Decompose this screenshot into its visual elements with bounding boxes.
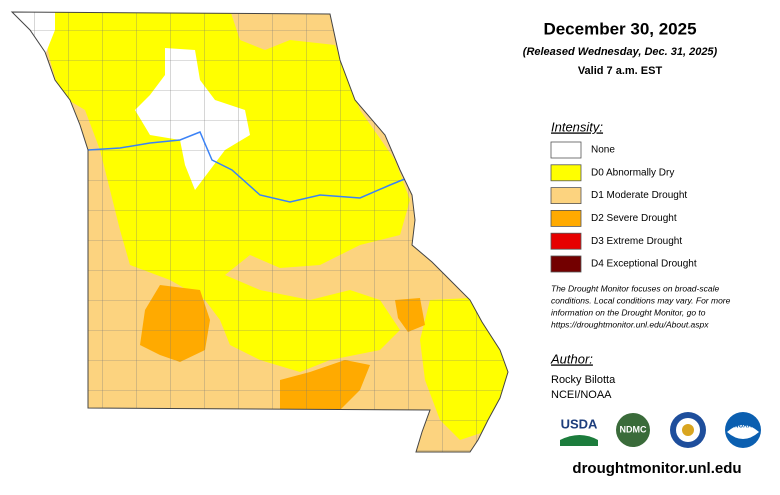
released: (Released Wednesday, Dec. 31, 2025): [523, 46, 718, 58]
note: The Drought Monitor focuses on broad-sca…: [551, 283, 731, 329]
author-org: NCEI/NOAA: [551, 389, 612, 401]
valid: Valid 7 a.m. EST: [578, 65, 663, 77]
note-line: information on the Drought Monitor, go t…: [551, 307, 706, 317]
noaa-logo: NOAA: [734, 424, 752, 430]
note-line: The Drought Monitor focuses on broad-sca…: [551, 283, 719, 293]
author-name: Rocky Bilotta: [551, 374, 616, 386]
legend-label: D4 Exceptional Drought: [591, 259, 697, 270]
legend-swatch: [550, 232, 582, 250]
usda-logo: USDA: [561, 416, 598, 431]
legend: None D0 Abnormally Dry D1 Moderate Drought…: [550, 141, 697, 273]
county-lines: [12, 12, 508, 452]
title: December 30, 2025: [543, 19, 696, 38]
legend-label: D3 Extreme Drought: [591, 236, 682, 247]
legend-label: D0 Abnormally Dry: [591, 167, 674, 178]
legend-swatch: [550, 255, 582, 273]
ndmc-badge: [616, 413, 650, 447]
note-line: https://droughtmonitor.unl.edu/About.asp…: [551, 319, 709, 329]
noaa-bird: [727, 425, 759, 439]
legend-swatch: [550, 164, 582, 182]
state-outline: [10, 11, 509, 453]
footer-url: droughtmonitor.unl.edu: [572, 460, 741, 477]
legend-label: D2 Severe Drought: [591, 213, 677, 224]
river: [87, 131, 413, 203]
legend-title: Intensity:: [551, 119, 603, 134]
logos: USDA NDMC NOAA: [560, 412, 761, 448]
legend-swatch: [550, 187, 582, 205]
legend-swatch: [550, 141, 582, 159]
author-title: Author:: [550, 351, 593, 366]
legend-swatch: [550, 209, 582, 227]
doc-seal-eagle: [682, 424, 694, 436]
usda-swoosh: [560, 435, 598, 446]
state-map: [12, 12, 508, 452]
note-line: conditions. Local conditions may vary. F…: [551, 295, 731, 305]
legend-label: None: [591, 145, 615, 156]
legend-label: D1 Moderate Drought: [591, 190, 687, 201]
ndmc-logo: NDMC: [620, 424, 647, 434]
